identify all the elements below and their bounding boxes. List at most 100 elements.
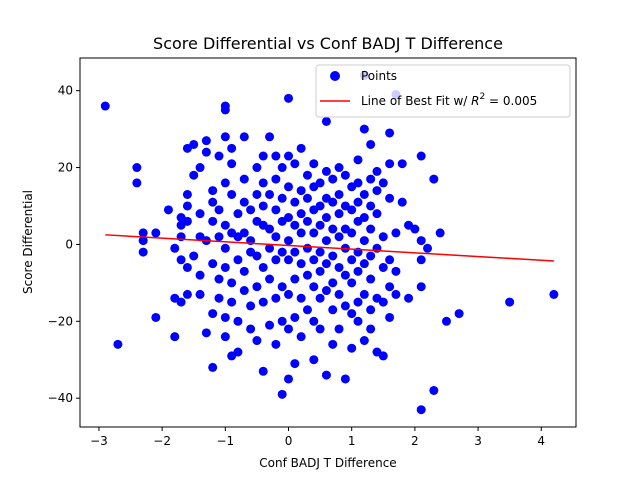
data-point [309,282,319,292]
data-point [113,339,123,349]
data-point [334,289,344,299]
data-point [284,255,294,265]
data-point [302,305,312,315]
data-point [265,224,275,234]
data-point [284,289,294,299]
data-point [258,201,268,211]
data-point [195,209,205,219]
data-point [302,216,312,226]
data-point [252,189,262,199]
y-tick-label: 0 [65,237,73,251]
data-point [334,232,344,242]
data-point [271,232,281,242]
fit-line-layer [105,234,554,262]
data-point [258,366,268,376]
data-point [353,155,363,165]
data-point [258,262,268,272]
data-point [189,251,199,261]
data-point [416,282,426,292]
data-point [195,289,205,299]
data-point [220,105,230,115]
data-point [334,262,344,272]
data-point [366,224,376,234]
data-point [423,243,433,253]
data-point [302,243,312,253]
data-point [359,336,369,346]
plot-frame [79,57,577,428]
data-point [201,147,211,157]
data-point [220,332,230,342]
data-point [328,305,338,315]
data-point [378,262,388,272]
data-point [220,178,230,188]
data-point [505,297,515,307]
data-point [385,255,395,265]
data-point [227,159,237,169]
data-point [416,405,426,415]
data-point [271,293,281,303]
data-point [284,182,294,192]
data-point [385,282,395,292]
data-point [378,232,388,242]
data-point [385,128,395,138]
data-point [252,251,262,261]
data-point [208,197,218,207]
data-point [271,151,281,161]
data-point [284,374,294,384]
data-point [340,374,350,384]
data-point [366,139,376,149]
y-axis-label: Score Differential [21,190,35,294]
data-point [277,163,287,173]
data-point [246,324,256,334]
data-point [252,336,262,346]
data-point [378,351,388,361]
data-point [284,324,294,334]
data-point [347,228,357,238]
data-point [195,163,205,173]
data-point [239,266,249,276]
data-point [321,166,331,176]
data-point [182,289,192,299]
data-point [239,197,249,207]
scatter-points [100,70,559,415]
data-point [290,197,300,207]
data-point [277,389,287,399]
x-tick-label: 1 [348,434,356,448]
data-point [372,186,382,196]
data-point [321,236,331,246]
data-point [334,324,344,334]
axis-ticks: −3 −2 −1 0 1 2 3 4 −40 −20 0 20 40 [48,84,545,448]
data-point [404,293,414,303]
y-tick-label: 40 [58,84,73,98]
data-point [258,178,268,188]
data-point [277,316,287,326]
data-point [290,220,300,230]
data-point [220,220,230,230]
data-point [214,293,224,303]
data-point [359,289,369,299]
data-point [309,159,319,169]
data-point [435,228,445,238]
data-point [347,343,357,353]
data-point [385,312,395,322]
data-point [214,151,224,161]
legend-fit-label-r: R [471,94,479,108]
y-tick-label: 20 [58,161,73,175]
data-point [366,201,376,211]
data-point [309,355,319,365]
data-point [265,189,275,199]
data-point [391,289,401,299]
data-point [321,370,331,380]
x-tick-label: −2 [153,434,171,448]
data-point [328,278,338,288]
data-point [265,274,275,284]
data-point [340,301,350,311]
data-point [441,316,451,326]
data-point [220,262,230,272]
data-point [265,320,275,330]
data-point [233,347,243,357]
legend-fit-label-suffix: = 0.005 [485,94,537,108]
data-point [246,205,256,215]
data-point [296,143,306,153]
x-tick-label: −1 [216,434,234,448]
